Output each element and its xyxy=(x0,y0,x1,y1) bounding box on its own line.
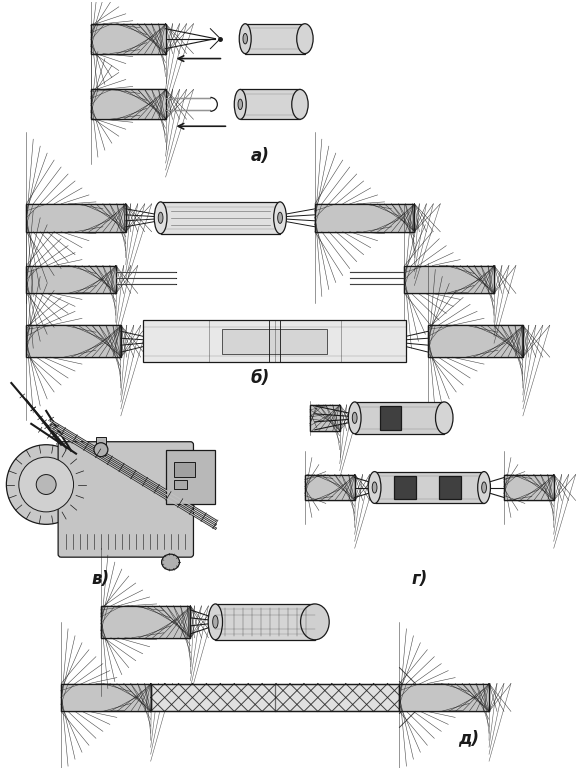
Bar xyxy=(305,474,355,500)
Bar xyxy=(439,476,461,500)
Polygon shape xyxy=(315,204,415,232)
Text: г): г) xyxy=(411,570,427,588)
Polygon shape xyxy=(310,405,340,430)
Ellipse shape xyxy=(352,412,357,424)
Ellipse shape xyxy=(158,213,163,223)
Polygon shape xyxy=(26,204,126,232)
Bar xyxy=(245,24,305,54)
Ellipse shape xyxy=(292,89,308,119)
Ellipse shape xyxy=(435,402,453,434)
Bar xyxy=(428,325,523,357)
Polygon shape xyxy=(428,325,523,357)
Bar xyxy=(394,476,416,500)
Bar xyxy=(26,325,121,357)
Bar xyxy=(400,684,489,711)
Bar xyxy=(240,89,300,119)
Bar xyxy=(375,471,484,504)
Polygon shape xyxy=(101,606,190,638)
Polygon shape xyxy=(400,684,489,711)
Bar xyxy=(91,24,166,54)
Bar xyxy=(26,204,126,232)
Bar xyxy=(101,606,190,638)
Text: д): д) xyxy=(459,729,479,748)
Bar xyxy=(305,474,355,500)
Ellipse shape xyxy=(212,615,218,628)
Bar xyxy=(504,474,554,500)
Ellipse shape xyxy=(349,402,361,434)
Bar xyxy=(26,266,116,293)
Polygon shape xyxy=(405,266,494,293)
Ellipse shape xyxy=(19,457,74,512)
Bar xyxy=(26,204,126,232)
Bar xyxy=(151,684,400,711)
Bar xyxy=(61,684,151,711)
Ellipse shape xyxy=(162,554,179,570)
Bar xyxy=(222,329,327,353)
Polygon shape xyxy=(504,474,554,500)
Bar xyxy=(91,89,166,119)
Bar xyxy=(400,684,489,711)
Ellipse shape xyxy=(482,482,486,493)
Bar xyxy=(101,606,190,638)
Ellipse shape xyxy=(372,482,377,493)
Bar xyxy=(91,89,166,119)
Bar xyxy=(355,402,444,434)
Ellipse shape xyxy=(239,24,251,54)
Ellipse shape xyxy=(94,443,108,457)
Bar xyxy=(142,320,406,362)
Text: а): а) xyxy=(251,147,270,165)
Ellipse shape xyxy=(478,471,490,504)
Ellipse shape xyxy=(301,604,329,640)
Ellipse shape xyxy=(208,604,222,640)
Text: б): б) xyxy=(251,369,270,387)
FancyBboxPatch shape xyxy=(58,442,193,557)
Bar xyxy=(151,684,400,711)
Polygon shape xyxy=(305,474,355,500)
Bar xyxy=(61,684,151,711)
Ellipse shape xyxy=(6,445,86,524)
Ellipse shape xyxy=(368,471,381,504)
Text: в): в) xyxy=(92,570,110,588)
Bar xyxy=(174,480,188,490)
Bar xyxy=(160,202,280,234)
Bar xyxy=(405,266,494,293)
Bar xyxy=(315,204,415,232)
Ellipse shape xyxy=(154,202,167,234)
Bar xyxy=(91,24,166,54)
Ellipse shape xyxy=(36,474,56,494)
Ellipse shape xyxy=(278,213,283,223)
Bar xyxy=(405,266,494,293)
Bar xyxy=(215,604,315,640)
Bar xyxy=(310,405,340,430)
Bar xyxy=(380,406,401,430)
Bar xyxy=(428,325,523,357)
Ellipse shape xyxy=(238,99,243,109)
Ellipse shape xyxy=(234,89,246,119)
Bar xyxy=(315,204,415,232)
Ellipse shape xyxy=(296,24,313,54)
Polygon shape xyxy=(91,89,166,119)
Bar xyxy=(96,437,106,454)
Bar xyxy=(504,474,554,500)
Polygon shape xyxy=(26,266,116,293)
Polygon shape xyxy=(61,684,151,711)
Ellipse shape xyxy=(243,33,247,44)
Bar xyxy=(174,462,196,477)
Bar xyxy=(310,405,340,430)
Bar xyxy=(26,266,116,293)
Polygon shape xyxy=(91,24,166,54)
Ellipse shape xyxy=(274,202,287,234)
Bar xyxy=(26,325,121,357)
Bar xyxy=(166,450,215,504)
Polygon shape xyxy=(26,325,121,357)
